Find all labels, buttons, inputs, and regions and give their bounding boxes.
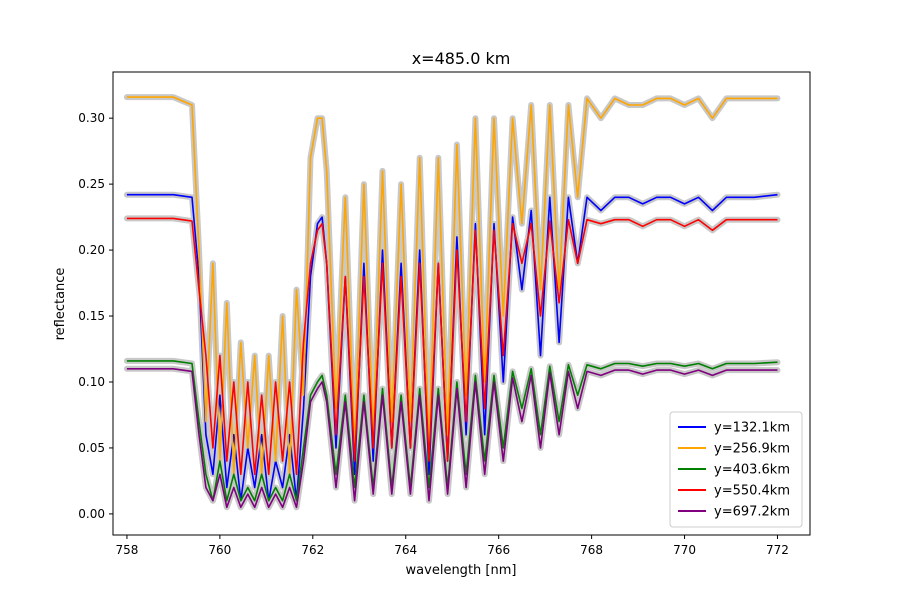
series-line-2 (126, 96, 778, 476)
y-axis-label: reflectance (53, 268, 68, 341)
x-tick-label: 764 (394, 543, 417, 557)
series-line-4 (126, 217, 778, 476)
series-line-5 (126, 368, 778, 509)
y-tick-label: 0.30 (78, 111, 105, 125)
x-tick-label: 772 (766, 543, 789, 557)
y-tick-label: 0.00 (78, 507, 105, 521)
legend-box (669, 411, 803, 528)
x-tick-label: 758 (115, 543, 138, 557)
legend: y=132.1km y=256.9km y=403.6km y=550.4km y=69… (669, 411, 803, 528)
legend-label: y=132.1km (714, 421, 790, 436)
x-tick-label: 770 (673, 543, 696, 557)
x-tick-label: 762 (301, 543, 324, 557)
y-tick-label: 0.20 (78, 243, 105, 257)
plot-frame (112, 71, 811, 536)
chart-title: x=485.0 km (412, 49, 511, 68)
y-tick-label: 0.15 (78, 309, 105, 323)
x-axis-label: wavelength [nm] (406, 563, 517, 578)
y-tick-label: 0.05 (78, 441, 105, 455)
legend-label: y=256.9km (714, 442, 790, 457)
x-tick-label: 760 (208, 543, 231, 557)
x-tick-label: 766 (487, 543, 510, 557)
y-tick-label: 0.25 (78, 177, 105, 191)
legend-label: y=403.6km (714, 463, 790, 478)
legend-label: y=697.2km (714, 505, 790, 520)
y-tick-label: 0.10 (78, 375, 105, 389)
legend-label: y=550.4km (714, 484, 790, 499)
y-axis-ticks: 0.00 0.05 0.10 0.15 0.20 0.25 0.30 (78, 111, 113, 521)
x-tick-label: 768 (580, 543, 603, 557)
series-lines (126, 96, 778, 509)
x-axis-ticks: 758 760 762 764 766 768 770 772 (115, 535, 789, 557)
